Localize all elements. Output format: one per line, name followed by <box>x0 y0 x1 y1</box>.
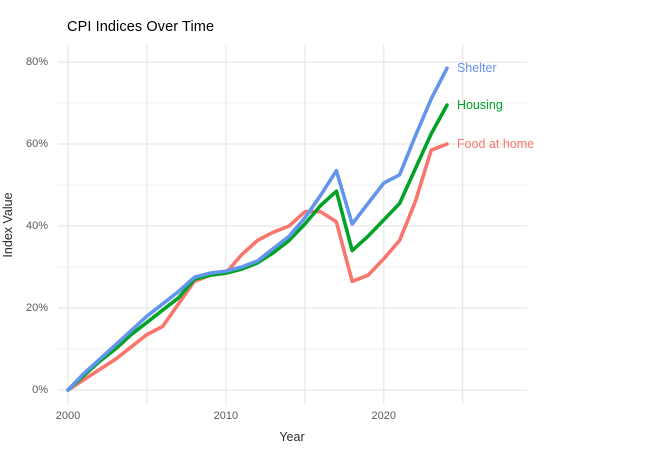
x-axis-title: Year <box>279 430 305 444</box>
x-tick-label: 2010 <box>213 410 239 422</box>
y-tick-label: 40% <box>25 220 48 232</box>
series-line-shelter <box>66 66 449 392</box>
y-tick-label: 0% <box>32 384 48 396</box>
series-label-shelter: Shelter <box>456 61 497 76</box>
y-axis-title: Index Value <box>1 192 15 258</box>
x-tick-label: 2020 <box>371 410 397 422</box>
y-tick-label: 60% <box>25 138 48 150</box>
series-line-food-at-home <box>66 142 449 392</box>
series-line-housing <box>66 103 449 392</box>
series-label-housing: Housing <box>456 98 503 113</box>
series-label-food-at-home: Food at home <box>456 137 535 151</box>
chart-title: CPI Indices Over Time <box>67 19 215 35</box>
y-tick-label: 80% <box>25 56 48 68</box>
x-tick-label: 2000 <box>55 410 81 422</box>
y-tick-label: 20% <box>25 302 48 314</box>
